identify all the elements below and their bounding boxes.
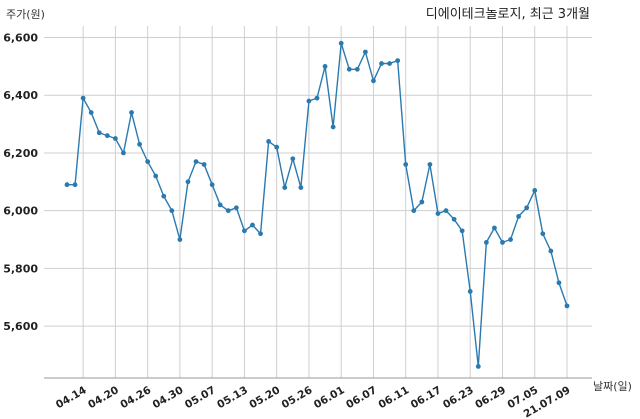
data-point xyxy=(145,159,151,165)
data-point xyxy=(379,61,384,66)
data-point xyxy=(540,231,546,237)
data-point xyxy=(371,78,376,84)
y-tick-label: 6,400 xyxy=(3,89,38,102)
data-point xyxy=(185,179,191,185)
data-point xyxy=(153,173,159,179)
data-point xyxy=(475,364,481,369)
data-point xyxy=(532,188,538,193)
x-tick-label: 06.11 xyxy=(376,384,411,411)
data-point xyxy=(387,61,392,66)
data-point xyxy=(492,225,497,231)
x-tick-label: 06.23 xyxy=(441,384,476,411)
x-tick-label: 06.07 xyxy=(344,384,379,411)
data-point xyxy=(266,139,272,144)
data-point xyxy=(201,162,207,167)
data-point xyxy=(233,205,239,211)
data-point xyxy=(129,110,134,115)
data-point xyxy=(177,237,183,242)
data-point xyxy=(338,40,344,46)
data-point xyxy=(161,193,167,199)
x-tick-label: 05.26 xyxy=(280,384,315,411)
data-point xyxy=(443,208,449,214)
y-axis-label: 주가(원) xyxy=(6,8,45,21)
data-point xyxy=(564,303,570,309)
x-tick-label: 04.30 xyxy=(151,384,186,411)
x-tick-label: 05.07 xyxy=(183,384,218,411)
data-point xyxy=(483,239,489,245)
data-point xyxy=(314,95,320,101)
data-point xyxy=(354,66,360,72)
y-tick-labels: 5,600 5,800 6,000 6,200 6,400 6,600 xyxy=(3,32,38,334)
data-point xyxy=(169,208,175,214)
data-point xyxy=(556,280,562,286)
data-point xyxy=(427,162,433,167)
y-tick-label: 6,600 xyxy=(3,32,38,45)
data-point xyxy=(419,199,425,205)
data-point xyxy=(282,185,288,190)
data-point xyxy=(112,136,118,141)
data-point xyxy=(395,58,401,64)
data-point xyxy=(137,141,142,147)
x-tick-label: 06.17 xyxy=(409,384,444,411)
data-point xyxy=(80,95,86,101)
data-point xyxy=(524,205,530,211)
data-point xyxy=(435,211,441,216)
data-point xyxy=(96,130,102,136)
data-point xyxy=(258,231,263,237)
gridlines xyxy=(44,26,592,378)
y-tick-label: 6,200 xyxy=(3,147,38,160)
data-point xyxy=(508,237,513,242)
x-tick-label: 04.20 xyxy=(86,384,121,411)
x-tick-label: 06.01 xyxy=(312,384,347,411)
y-tick-label: 5,600 xyxy=(3,320,38,333)
data-point xyxy=(225,208,231,214)
data-point xyxy=(330,124,336,130)
data-point xyxy=(88,110,94,115)
data-point xyxy=(322,63,328,69)
data-point xyxy=(362,49,368,55)
data-point xyxy=(290,156,296,162)
x-tick-label: 05.20 xyxy=(247,384,282,411)
data-point xyxy=(72,182,78,188)
data-point xyxy=(104,133,110,139)
data-point xyxy=(242,228,247,234)
data-point xyxy=(411,208,417,214)
data-point xyxy=(209,182,215,188)
data-point xyxy=(274,144,280,150)
data-point xyxy=(250,222,255,228)
x-tick-labels: 04.1404.2004.2604.3005.0705.1305.2005.26… xyxy=(54,384,573,419)
data-point xyxy=(64,182,70,188)
data-point xyxy=(298,185,304,190)
data-point xyxy=(516,214,522,219)
x-axis-label: 날짜(일) xyxy=(593,379,632,393)
data-point xyxy=(451,216,457,222)
data-point xyxy=(306,98,312,104)
chart-title: 디에이테크놀로지, 최근 3개월 xyxy=(426,7,590,22)
series-line xyxy=(67,43,568,367)
data-point xyxy=(459,228,465,234)
data-point xyxy=(467,289,473,294)
x-tick-label: 04.14 xyxy=(54,384,89,411)
x-tick-label: 06.29 xyxy=(473,384,508,411)
x-tick-label: 05.13 xyxy=(215,384,250,411)
data-point xyxy=(500,239,505,245)
y-tick-label: 5,800 xyxy=(3,262,38,275)
data-point xyxy=(193,159,199,165)
data-point xyxy=(548,248,554,254)
data-points xyxy=(64,40,570,369)
y-tick-label: 6,000 xyxy=(3,205,38,218)
x-tick-label: 04.26 xyxy=(118,384,153,411)
data-point xyxy=(121,150,126,156)
data-point xyxy=(346,66,352,72)
data-point xyxy=(217,202,223,208)
data-point xyxy=(403,162,409,167)
